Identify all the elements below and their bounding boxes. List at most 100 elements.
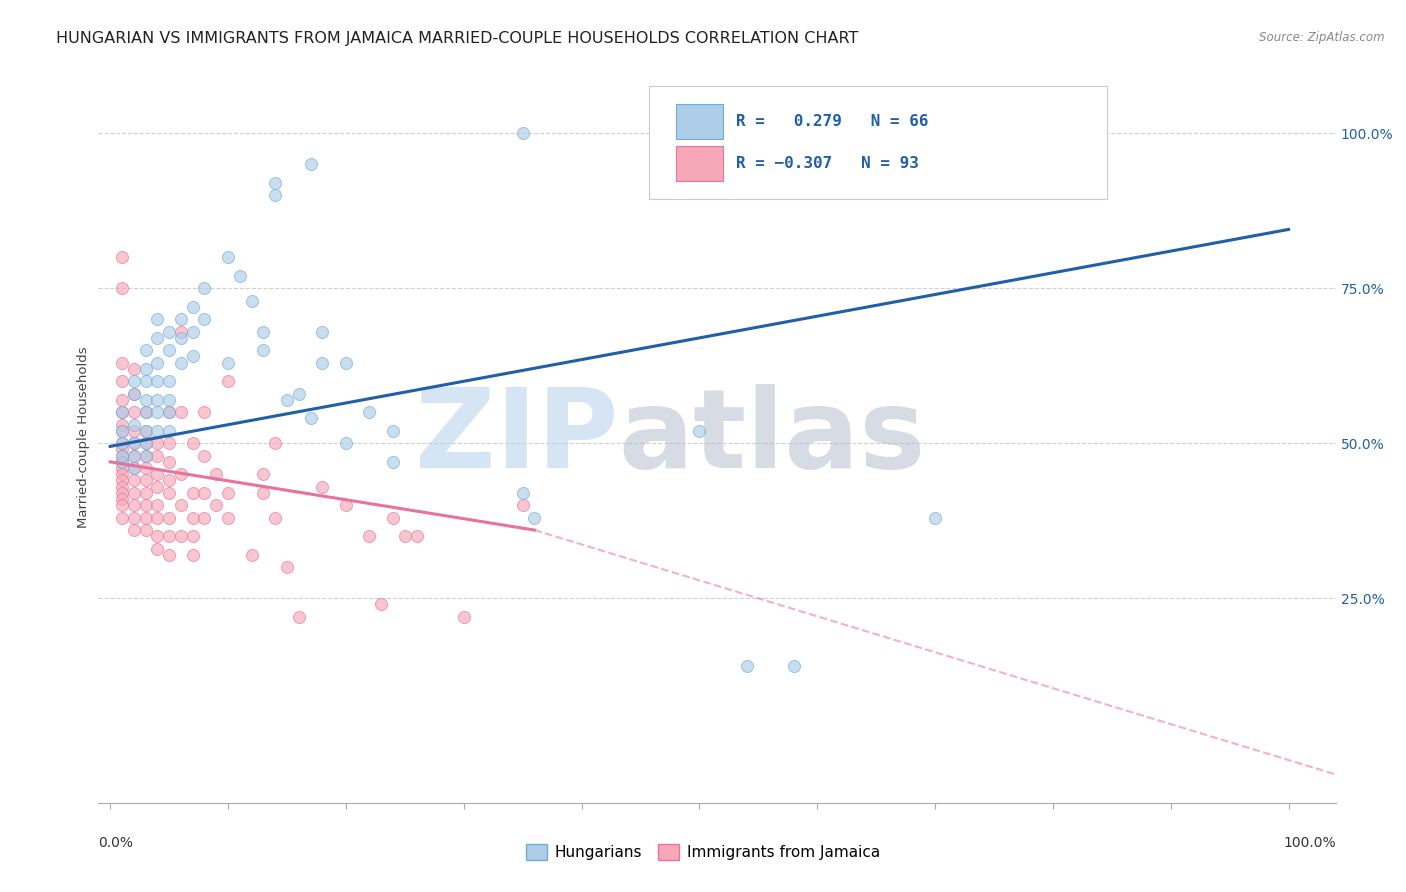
Point xyxy=(146,392,169,407)
Point xyxy=(181,350,204,364)
Point xyxy=(146,374,169,388)
Point xyxy=(394,529,416,543)
Text: HUNGARIAN VS IMMIGRANTS FROM JAMAICA MARRIED-COUPLE HOUSEHOLDS CORRELATION CHART: HUNGARIAN VS IMMIGRANTS FROM JAMAICA MAR… xyxy=(56,31,859,46)
Point xyxy=(122,436,145,450)
Point xyxy=(111,405,134,419)
Point xyxy=(122,498,145,512)
Point xyxy=(111,417,134,432)
Point xyxy=(146,356,169,370)
Point xyxy=(135,523,157,537)
Point xyxy=(299,157,322,171)
Point xyxy=(193,486,215,500)
Point xyxy=(170,405,193,419)
Point xyxy=(359,405,381,419)
Point xyxy=(287,386,309,401)
Point xyxy=(146,541,169,556)
Point xyxy=(240,293,263,308)
Point xyxy=(135,510,157,524)
Point xyxy=(311,325,333,339)
Text: Source: ZipAtlas.com: Source: ZipAtlas.com xyxy=(1260,31,1385,45)
Point xyxy=(240,548,263,562)
Point xyxy=(111,405,134,419)
Point xyxy=(135,436,157,450)
Point xyxy=(217,510,239,524)
Point xyxy=(135,424,157,438)
Point xyxy=(122,386,145,401)
Point xyxy=(157,455,180,469)
Point xyxy=(276,392,298,407)
Point xyxy=(146,405,169,419)
Point xyxy=(181,548,204,562)
Legend: Hungarians, Immigrants from Jamaica: Hungarians, Immigrants from Jamaica xyxy=(520,838,886,866)
Point xyxy=(170,312,193,326)
Point xyxy=(170,331,193,345)
Point xyxy=(111,455,134,469)
Point xyxy=(311,356,333,370)
Text: 100.0%: 100.0% xyxy=(1284,836,1336,850)
Point xyxy=(170,498,193,512)
Point xyxy=(135,461,157,475)
Point xyxy=(170,325,193,339)
Point xyxy=(135,405,157,419)
Point xyxy=(193,312,215,326)
Point xyxy=(299,411,322,425)
Point xyxy=(122,386,145,401)
Text: R = −0.307   N = 93: R = −0.307 N = 93 xyxy=(735,156,918,171)
Point xyxy=(122,405,145,419)
Point xyxy=(193,449,215,463)
Point xyxy=(157,510,180,524)
Point xyxy=(157,436,180,450)
Point xyxy=(264,510,287,524)
Point xyxy=(405,529,427,543)
Point xyxy=(287,610,309,624)
Point xyxy=(111,455,134,469)
Point xyxy=(205,467,228,482)
Point xyxy=(157,529,180,543)
Point xyxy=(111,281,134,295)
Point xyxy=(111,250,134,264)
Point xyxy=(193,281,215,295)
Point xyxy=(181,510,204,524)
Text: atlas: atlas xyxy=(619,384,925,491)
Point xyxy=(193,405,215,419)
Point xyxy=(252,486,274,500)
Point xyxy=(146,424,169,438)
Point xyxy=(382,424,405,438)
Point xyxy=(122,436,145,450)
Point xyxy=(135,362,157,376)
Point xyxy=(217,250,239,264)
Point xyxy=(135,498,157,512)
Point xyxy=(111,356,134,370)
Point xyxy=(217,356,239,370)
Point xyxy=(512,486,534,500)
Point xyxy=(135,343,157,358)
Point xyxy=(146,529,169,543)
Point xyxy=(217,486,239,500)
Point xyxy=(111,424,134,438)
Point xyxy=(111,486,134,500)
FancyBboxPatch shape xyxy=(650,86,1107,200)
Point xyxy=(335,436,357,450)
Point xyxy=(264,176,287,190)
Point xyxy=(122,486,145,500)
Point xyxy=(135,486,157,500)
Point xyxy=(111,498,134,512)
Point xyxy=(122,449,145,463)
Point xyxy=(146,436,169,450)
Point xyxy=(146,480,169,494)
Point xyxy=(453,610,475,624)
Point xyxy=(359,529,381,543)
Point xyxy=(111,424,134,438)
Point xyxy=(122,362,145,376)
Point xyxy=(135,405,157,419)
Point xyxy=(252,325,274,339)
Point xyxy=(335,356,357,370)
Point xyxy=(193,510,215,524)
Point xyxy=(111,474,134,488)
Text: 0.0%: 0.0% xyxy=(98,836,134,850)
Point xyxy=(735,659,758,673)
Point xyxy=(146,331,169,345)
Point xyxy=(157,392,180,407)
Point xyxy=(512,498,534,512)
Point xyxy=(146,312,169,326)
